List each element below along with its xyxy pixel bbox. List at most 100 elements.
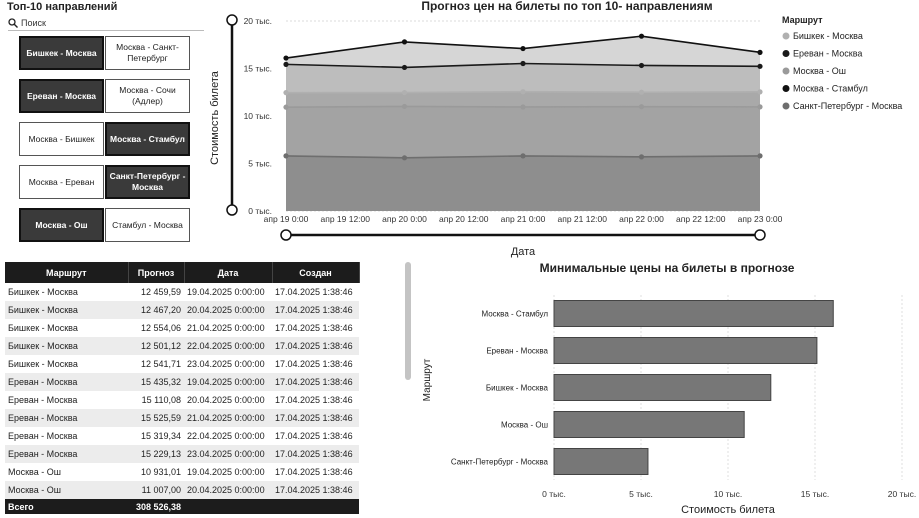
slicer-tile[interactable]: Бишкек - Москва — [19, 36, 104, 70]
data-point[interactable] — [401, 39, 408, 45]
bar-chart-title: Минимальные цены на билеты в прогнозе — [540, 261, 795, 275]
slicer-search[interactable]: Поиск — [8, 16, 204, 31]
search-icon — [8, 18, 18, 28]
legend-item[interactable]: Москва - Ош — [793, 66, 846, 76]
area-chart-ylabel: Стоимость билета — [209, 70, 221, 165]
column-header[interactable]: Дата — [184, 262, 273, 283]
data-point[interactable] — [520, 45, 526, 52]
slicer-tile[interactable]: Ереван - Москва — [19, 79, 104, 113]
bar[interactable] — [553, 448, 649, 475]
legend-item[interactable]: Ереван - Москва — [793, 49, 862, 59]
table-cell: 20.04.2025 0:00:00 — [184, 391, 272, 409]
table-cell: 17.04.2025 1:38:46 — [272, 355, 359, 373]
x-tick-label: апр 21 12:00 — [557, 214, 607, 224]
bar[interactable] — [553, 411, 745, 438]
data-point[interactable] — [283, 104, 289, 110]
table-row: Ереван - Москва 15 525,59 21.04.2025 0:00:… — [5, 409, 359, 427]
data-point[interactable] — [757, 49, 763, 55]
x-tick-label: 5 тыс. — [629, 489, 653, 499]
table-cell: 20.04.2025 0:00:00 — [184, 481, 272, 499]
data-point[interactable] — [638, 89, 645, 95]
slicer-tile[interactable]: Москва - Санкт-Петербург — [105, 36, 190, 70]
data-point[interactable] — [638, 154, 645, 160]
data-point[interactable] — [401, 155, 408, 161]
data-point[interactable] — [757, 153, 763, 159]
legend-item[interactable]: Бишкек - Москва — [793, 31, 863, 41]
table-cell: 19.04.2025 0:00:00 — [184, 283, 272, 301]
y-tick-label: 10 тыс. — [244, 111, 272, 121]
data-point[interactable] — [401, 103, 408, 110]
column-header[interactable]: Маршрут — [5, 262, 129, 283]
table-row: Бишкек - Москва 12 554,06 21.04.2025 0:00:… — [5, 319, 359, 337]
legend-title: Маршрут — [782, 15, 823, 25]
data-point[interactable] — [520, 104, 526, 110]
data-point[interactable] — [638, 104, 645, 110]
data-point[interactable] — [757, 89, 763, 95]
search-input[interactable]: Поиск — [21, 18, 46, 28]
table-cell: 12 541,71 — [128, 355, 184, 373]
slicer-tile[interactable]: Москва - Ереван — [19, 165, 104, 199]
x-slider[interactable] — [280, 229, 766, 241]
legend-marker — [782, 67, 790, 75]
scroll-handle[interactable] — [405, 262, 411, 380]
data-point[interactable] — [638, 33, 645, 39]
x-tick-label: 15 тыс. — [801, 489, 829, 499]
table-cell: 21.04.2025 0:00:00 — [184, 409, 272, 427]
bar[interactable] — [553, 337, 818, 364]
table-cell: Ереван - Москва — [5, 427, 128, 445]
table-cell: 12 554,06 — [128, 319, 184, 337]
slicer-tile[interactable]: Москва - Ош — [19, 208, 104, 242]
table-row: Бишкек - Москва 12 467,20 20.04.2025 0:00:… — [5, 301, 359, 319]
x-tick-label: апр 23 0:00 — [738, 214, 783, 224]
data-point[interactable] — [283, 153, 289, 159]
bar[interactable] — [553, 374, 772, 401]
table-cell: 12 459,59 — [128, 283, 184, 301]
table-cell: Москва - Ош — [5, 463, 128, 481]
column-header[interactable]: Прогноз — [128, 262, 185, 283]
slicer-tile[interactable]: Москва - Сочи (Адлер) — [105, 79, 190, 113]
category-label: Бишкек - Москва — [486, 384, 549, 393]
data-point[interactable] — [520, 60, 526, 67]
slicer-tile[interactable]: Стамбул - Москва — [105, 208, 190, 242]
data-point[interactable] — [638, 62, 645, 69]
data-point[interactable] — [520, 89, 526, 95]
table-cell: 23.04.2025 0:00:00 — [184, 445, 272, 463]
x-tick-label: апр 19 12:00 — [320, 214, 370, 224]
bar-chart-ylabel: Маршрут — [422, 358, 433, 401]
table-cell: 23.04.2025 0:00:00 — [184, 355, 272, 373]
y-tick-label: 0 тыс. — [248, 206, 272, 216]
total-value: 308 526,38 — [128, 499, 184, 514]
slicer-tile-label: Ереван - Москва — [26, 90, 97, 101]
legend-item[interactable]: Санкт-Петербург - Москва — [793, 101, 902, 111]
table-row: Ереван - Москва 15 319,34 22.04.2025 0:00:… — [5, 427, 359, 445]
table-cell: 22.04.2025 0:00:00 — [184, 427, 272, 445]
table-cell: 19.04.2025 0:00:00 — [184, 463, 272, 481]
bar[interactable] — [553, 300, 834, 327]
y-tick-label: 20 тыс. — [244, 16, 272, 26]
total-empty — [272, 499, 359, 514]
data-point[interactable] — [401, 64, 408, 71]
data-point[interactable] — [757, 63, 763, 69]
table-cell: 10 931,01 — [128, 463, 184, 481]
slicer-tile-label: Москва - Санкт-Петербург — [116, 42, 179, 63]
table-cell: 17.04.2025 1:38:46 — [272, 373, 359, 391]
slicer-tile[interactable]: Москва - Бишкек — [19, 122, 104, 156]
data-point[interactable] — [283, 61, 289, 67]
table-cell: 17.04.2025 1:38:46 — [272, 391, 359, 409]
table-cell: Ереван - Москва — [5, 373, 128, 391]
table-row: Москва - Ош 10 931,01 19.04.2025 0:00:00 17… — [5, 463, 359, 481]
table-cell: Бишкек - Москва — [5, 337, 128, 355]
total-empty — [184, 499, 272, 514]
category-label: Санкт-Петербург - Москва — [451, 458, 549, 467]
data-point[interactable] — [757, 104, 763, 110]
y-slider[interactable] — [226, 14, 238, 216]
data-point[interactable] — [283, 90, 289, 96]
data-point[interactable] — [401, 89, 408, 96]
table-cell: 17.04.2025 1:38:46 — [272, 427, 359, 445]
column-header[interactable]: Создан — [272, 262, 360, 283]
legend-item[interactable]: Москва - Стамбул — [793, 84, 868, 94]
data-point[interactable] — [283, 55, 289, 61]
slicer-tile[interactable]: Санкт-Петербург - Москва — [105, 165, 190, 199]
slicer-tile[interactable]: Москва - Стамбул — [105, 122, 190, 156]
data-point[interactable] — [520, 153, 526, 159]
